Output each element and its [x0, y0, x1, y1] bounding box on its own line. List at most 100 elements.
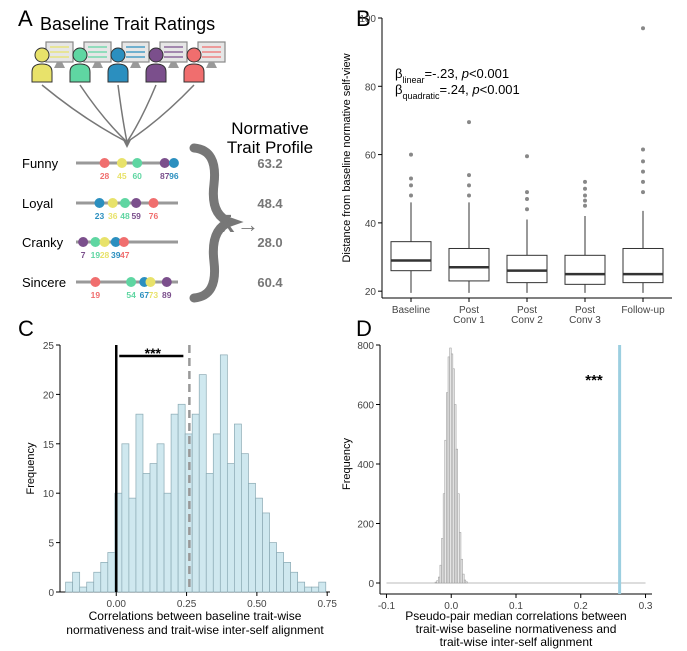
y-tick-label: 600 — [357, 401, 374, 412]
iqr-box — [390, 241, 432, 272]
panel-c-letter: C — [18, 316, 34, 341]
person-body-icon — [107, 63, 129, 83]
histogram-bar — [86, 581, 95, 593]
box-1 — [390, 152, 432, 293]
x-axis-label-line2: normativeness and trait-wise inter-self … — [66, 623, 324, 637]
trait-name: Sincere — [22, 275, 66, 290]
histogram-bar — [72, 571, 81, 593]
funnel-arrow-4 — [126, 84, 157, 143]
beta-linear-annotation: βlinear=-.23, p<0.001 — [395, 66, 509, 85]
histogram-bar — [93, 571, 102, 593]
rater-1 — [31, 41, 74, 83]
annotation-part: <0.001 — [480, 82, 520, 97]
person-head-icon — [72, 47, 88, 63]
outlier-point — [641, 169, 645, 174]
outlier-point — [583, 179, 587, 184]
rating-dot — [94, 198, 105, 208]
person-head-icon — [148, 47, 164, 63]
outlier-point — [409, 152, 413, 157]
y-tick-label: 0 — [48, 588, 54, 599]
trait-name: Loyal — [22, 196, 53, 211]
x-tick-label: 0.25 — [177, 599, 197, 610]
histogram-bar — [248, 482, 256, 593]
rating-value: 47 — [120, 250, 130, 260]
significance-stars: *** — [145, 345, 162, 361]
trait-row-sincere: Sincere 19 54 67 73 89 60.4 — [22, 275, 283, 300]
rating-dot — [168, 158, 179, 168]
person-body-icon — [145, 63, 167, 83]
outlier-point — [525, 154, 529, 159]
arrowhead — [123, 140, 131, 148]
iqr-box — [622, 247, 664, 284]
y-tick-label: 800 — [357, 341, 374, 352]
histogram-bar — [163, 492, 172, 593]
histogram-bar — [226, 463, 235, 593]
histogram-bar — [460, 558, 463, 584]
trait-name: Cranky — [22, 235, 64, 250]
funnel-arrow-2 — [79, 84, 128, 143]
panel-a: A Baseline Trait Ratings Funny 28 45 60 87 96… — [18, 6, 313, 303]
rating-dot — [159, 158, 170, 168]
trait-row-funny: Funny 28 45 60 87 96 63.2 — [22, 156, 283, 181]
rating-value: 76 — [149, 211, 159, 221]
rating-dot — [145, 277, 156, 287]
person-head-icon — [110, 47, 126, 63]
box-3 — [506, 154, 548, 293]
y-tick-label: 25 — [43, 341, 55, 352]
iqr-box — [564, 254, 606, 285]
y-tick-label: 60 — [365, 151, 377, 162]
histogram-bar — [290, 571, 299, 593]
panel-d: D 0 200 400 600 800 -0.1 0.0 0.1 0.2 0.3 *** Freque… — [341, 316, 653, 649]
outlier-point — [467, 183, 471, 188]
rating-value: 73 — [149, 290, 159, 300]
person-body-icon — [183, 63, 205, 83]
x-tick-label-line2: Conv 3 — [569, 315, 601, 326]
y-tick-label: 40 — [365, 219, 377, 230]
x-tick-label: 0.75 — [317, 599, 337, 610]
box-2 — [448, 120, 490, 293]
curly-brace — [189, 143, 244, 303]
rating-value: 19 — [91, 250, 101, 260]
histogram-bar — [212, 433, 221, 593]
histogram-bar — [65, 581, 74, 593]
outlier-point — [641, 26, 645, 31]
histogram-bar — [121, 443, 130, 593]
trait-rows: Funny 28 45 60 87 96 63.2 Loyal 23 36 48 59 76 48.4 Cr… — [22, 156, 283, 300]
histogram-bar — [269, 542, 277, 593]
rater-5 — [183, 41, 226, 83]
x-axis-label-line2: trait-wise baseline normativeness and — [416, 622, 617, 636]
rating-value: 87 — [160, 171, 170, 181]
annotation-part: β — [395, 66, 402, 81]
outlier-point — [583, 193, 587, 198]
significance-stars: *** — [585, 372, 603, 389]
rating-dot — [99, 237, 110, 247]
histogram-bar — [283, 562, 291, 593]
beta-quadratic-annotation: βquadratic=.24, p<0.001 — [395, 82, 520, 101]
rating-dot — [126, 277, 137, 287]
y-tick-label: 100 — [359, 14, 376, 25]
y-axis-label: Frequency — [341, 438, 353, 490]
x-tick-label: Post — [459, 305, 479, 316]
outlier-point — [583, 198, 587, 203]
annotation-part: p — [471, 82, 479, 97]
rating-dot — [119, 198, 130, 208]
rating-dot — [90, 277, 101, 287]
y-tick-label: 10 — [43, 489, 55, 500]
x-tick-label: Follow-up — [621, 305, 665, 316]
histogram-bar — [255, 497, 263, 593]
rating-value: 67 — [140, 290, 150, 300]
annotation-part: linear — [402, 75, 424, 85]
funnel-arrow-5 — [126, 84, 195, 143]
outlier-point — [641, 159, 645, 164]
panel-a-letter: A — [18, 6, 33, 31]
person-head-icon — [34, 47, 50, 63]
raters — [31, 41, 226, 83]
histogram-bar — [205, 473, 214, 593]
histogram-bar — [142, 473, 151, 593]
box-5 — [622, 26, 664, 293]
rater-2 — [69, 41, 112, 83]
rating-dot — [148, 198, 159, 208]
x-axis-label-line1: Correlations between baseline trait-wise — [89, 609, 302, 623]
monitor-stand — [54, 62, 65, 68]
rating-dot — [99, 158, 110, 168]
